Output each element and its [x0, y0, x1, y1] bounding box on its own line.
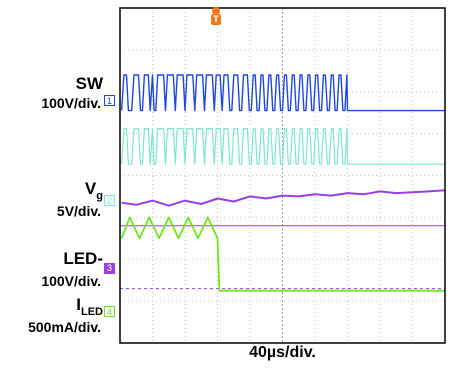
ch4-label: ILED — [76, 295, 103, 318]
ch1-scale: 100V/div. — [41, 95, 101, 111]
trigger-dot — [212, 7, 220, 15]
ch2-label: Vg — [84, 179, 103, 202]
vg-trace — [121, 189, 446, 207]
ch1-sw-trace — [120, 74, 445, 112]
ch4-tag: 4 — [104, 306, 115, 317]
ch1-tag: 1 — [104, 95, 115, 106]
plot-frame — [119, 7, 446, 344]
ch2-tag: 2 — [104, 195, 115, 206]
reference-lines — [120, 225, 445, 290]
ch3-label: LED- — [63, 249, 103, 268]
ch4-iled-trace — [120, 216, 445, 292]
ch1-label: SW — [75, 74, 103, 93]
ch4-scale: 500mA/div. — [28, 319, 101, 335]
traces — [120, 74, 446, 292]
ch2-gate-trace — [121, 128, 445, 165]
plot-background — [120, 8, 445, 343]
ch2-scale: 5V/div. — [56, 203, 101, 219]
ch3-tag: 3 — [104, 263, 115, 274]
ch3-scale: 100V/div. — [41, 273, 101, 289]
trigger-marker-icon: T — [211, 14, 221, 25]
x-axis-label: 40µs/div. — [249, 344, 316, 361]
